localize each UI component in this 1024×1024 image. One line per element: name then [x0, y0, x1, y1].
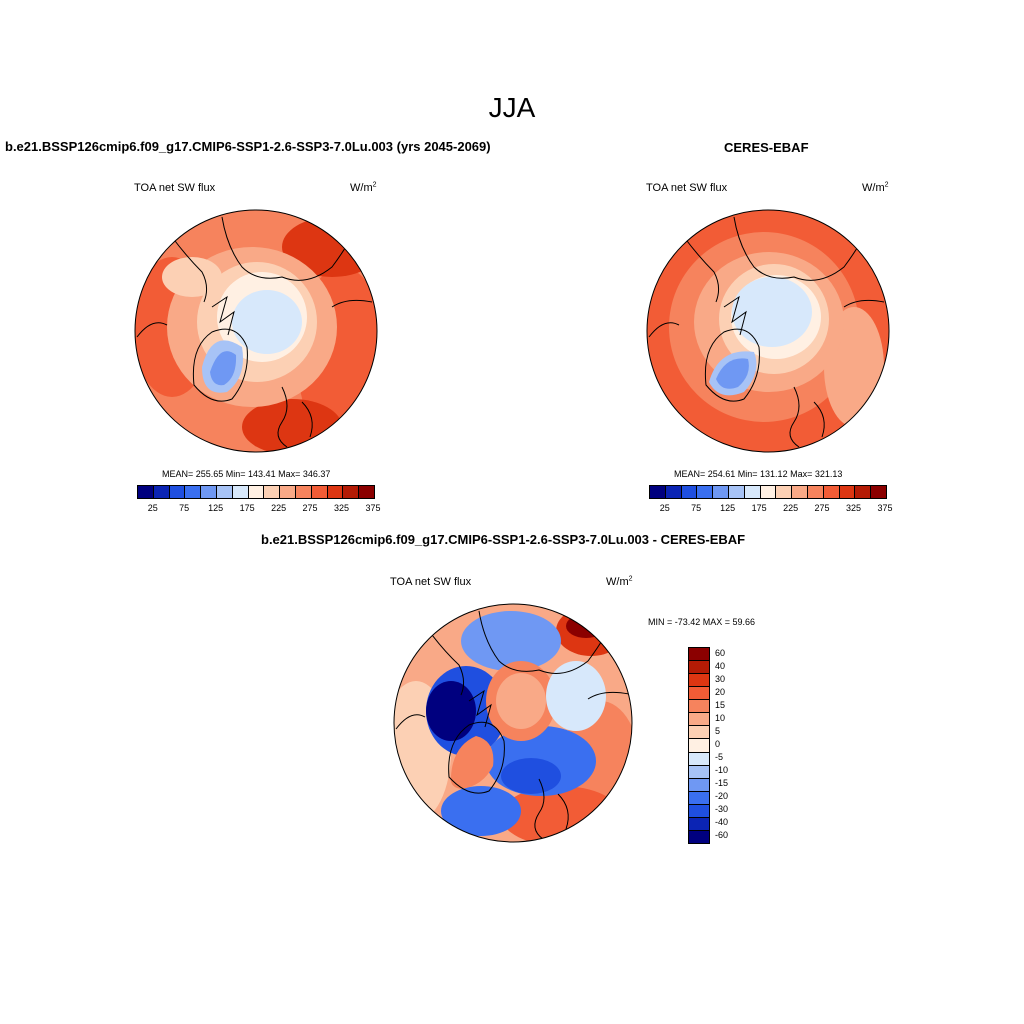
panel2-title: CERES-EBAF [724, 140, 809, 155]
colorbar-tick-label: 325 [846, 503, 862, 513]
colorbar-tick-label: 20 [715, 686, 726, 697]
colorbar-swatch [689, 830, 709, 843]
panel3-colorbar [688, 647, 710, 844]
panel1-stats: MEAN= 255.65 Min= 143.41 Max= 346.37 [162, 469, 331, 479]
colorbar-swatch [295, 486, 312, 498]
colorbar-swatch [280, 486, 296, 498]
colorbar-swatch [728, 486, 745, 498]
colorbar-swatch [807, 486, 824, 498]
colorbar-swatch [689, 739, 709, 753]
colorbar-tick-label: 325 [334, 503, 350, 513]
colorbar-swatch [327, 486, 344, 498]
colorbar-swatch [681, 486, 698, 498]
colorbar-tick-label: 30 [715, 673, 726, 684]
colorbar-tick-label: 375 [877, 503, 893, 513]
colorbar-tick-label: 0 [715, 738, 721, 749]
colorbar-swatch [216, 486, 233, 498]
colorbar-tick-label: 225 [783, 503, 799, 513]
colorbar-tick-label: 10 [715, 712, 726, 723]
colorbar-tick-label: -20 [715, 790, 729, 801]
colorbar-tick-label: 40 [715, 660, 726, 671]
colorbar-tick-label: -10 [715, 764, 729, 775]
panel1-polar-map [134, 209, 378, 453]
panel1-units-label: W/m2 [350, 181, 377, 194]
colorbar-tick-label: 60 [715, 647, 726, 658]
colorbar-swatch [185, 486, 202, 498]
colorbar-swatch [689, 674, 709, 688]
panel1-title: b.e21.BSSP126cmip6.f09_g17.CMIP6-SSP1-2.… [5, 139, 491, 154]
colorbar-swatch [650, 486, 666, 498]
panel3-stats: MIN = -73.42 MAX = 59.66 [648, 617, 756, 627]
panel2-colorbar [649, 485, 887, 499]
colorbar-tick-label: 25 [659, 503, 670, 513]
panel1-variable-label: TOA net SW flux [134, 182, 216, 194]
colorbar-swatch [689, 713, 709, 727]
panel3-polar-map [393, 603, 633, 843]
colorbar-swatch [689, 765, 709, 779]
colorbar-tick-label: 375 [365, 503, 381, 513]
panel3-title: b.e21.BSSP126cmip6.f09_g17.CMIP6-SSP1-2.… [261, 532, 746, 547]
colorbar-swatch [169, 486, 186, 498]
colorbar-swatch [153, 486, 170, 498]
colorbar-swatch [689, 648, 709, 662]
colorbar-tick-label: 225 [271, 503, 287, 513]
colorbar-swatch [744, 486, 761, 498]
colorbar-swatch [823, 486, 840, 498]
colorbar-swatch [713, 486, 729, 498]
panel3-variable-label: TOA net SW flux [390, 576, 472, 588]
colorbar-swatch [343, 486, 360, 498]
colorbar-swatch [232, 486, 249, 498]
colorbar-swatch [138, 486, 154, 498]
panel2-stats: MEAN= 254.61 Min= 131.12 Max= 321.13 [674, 469, 843, 479]
colorbar-tick-label: 25 [147, 503, 158, 513]
panel2-polar-map [646, 209, 890, 453]
colorbar-swatch [264, 486, 281, 498]
panel2-variable-label: TOA net SW flux [646, 182, 728, 194]
colorbar-tick-label: -30 [715, 803, 729, 814]
colorbar-swatch [248, 486, 265, 498]
colorbar-swatch [776, 486, 793, 498]
colorbar-swatch [689, 726, 709, 740]
colorbar-swatch [689, 804, 709, 818]
colorbar-swatch [689, 752, 709, 766]
colorbar-tick-label: -15 [715, 777, 729, 788]
colorbar-swatch [760, 486, 777, 498]
colorbar-tick-label: -5 [715, 751, 724, 762]
colorbar-swatch [689, 791, 709, 805]
panel3-units-label: W/m2 [606, 575, 633, 588]
figure-title: JJA [488, 92, 536, 123]
colorbar-tick-label: 125 [208, 503, 224, 513]
colorbar-tick-label: 15 [715, 699, 726, 710]
colorbar-swatch [201, 486, 217, 498]
colorbar-tick-label: 275 [814, 503, 830, 513]
colorbar-swatch [689, 700, 709, 714]
colorbar-swatch [359, 486, 374, 498]
colorbar-tick-label: 75 [691, 503, 702, 513]
panel2-units-label: W/m2 [862, 181, 889, 194]
colorbar-swatch [871, 486, 886, 498]
colorbar-tick-label: 75 [179, 503, 190, 513]
colorbar-tick-label: 125 [720, 503, 736, 513]
panel1-colorbar [137, 485, 375, 499]
colorbar-swatch [689, 817, 709, 831]
colorbar-tick-label: 175 [751, 503, 767, 513]
colorbar-swatch [839, 486, 856, 498]
colorbar-swatch [689, 687, 709, 701]
colorbar-tick-label: -40 [715, 816, 729, 827]
colorbar-swatch [689, 661, 709, 675]
colorbar-swatch [855, 486, 872, 498]
colorbar-swatch [311, 486, 328, 498]
colorbar-tick-label: 175 [239, 503, 255, 513]
colorbar-tick-label: 275 [302, 503, 318, 513]
colorbar-tick-label: -60 [715, 829, 729, 840]
colorbar-swatch [792, 486, 808, 498]
colorbar-tick-label: 5 [715, 725, 721, 736]
colorbar-swatch [689, 778, 709, 792]
colorbar-swatch [665, 486, 682, 498]
colorbar-swatch [697, 486, 714, 498]
